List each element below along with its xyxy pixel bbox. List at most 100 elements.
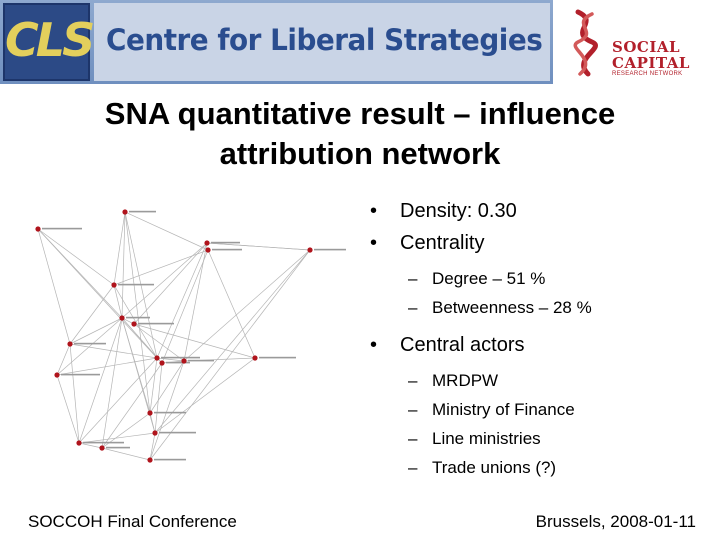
dash-marker: –: [408, 298, 418, 317]
network-edge: [101, 447, 151, 461]
network-edge: [161, 249, 209, 364]
bullet-centrality: • Centrality: [368, 230, 713, 262]
network-node-label: [154, 458, 186, 461]
network-node: [204, 240, 210, 246]
network-node: [131, 321, 137, 327]
network-edge: [154, 362, 163, 434]
network-node: [147, 410, 153, 416]
network-edge: [78, 357, 158, 444]
network-edge: [113, 284, 158, 359]
network-edge: [124, 211, 209, 251]
network-edge: [133, 242, 208, 325]
network-edge: [121, 317, 163, 364]
cls-logo: CLS: [3, 3, 95, 81]
bullet-text: Central actors: [400, 334, 525, 356]
network-node-label: [74, 342, 106, 345]
network-edge: [113, 284, 123, 319]
network-edge: [206, 242, 311, 251]
network-edge: [37, 228, 115, 286]
network-node: [159, 360, 165, 366]
network-node-label: [106, 446, 130, 449]
helix-emblem-icon: [573, 9, 598, 77]
bullet-marker: •: [370, 200, 378, 222]
network-node-label: [159, 431, 196, 434]
network-edge: [121, 317, 156, 434]
network-edge: [124, 211, 151, 414]
network-node-label: [138, 322, 174, 325]
network-edge: [69, 317, 123, 345]
network-edge: [149, 432, 156, 461]
network-node: [99, 445, 105, 451]
network-node: [252, 355, 258, 361]
network-node: [122, 209, 128, 215]
network-node-label: [161, 356, 200, 359]
sub-bullet-betweenness: – Betweenness – 28 %: [368, 297, 713, 326]
dash-marker: –: [408, 269, 418, 288]
dash-marker: –: [408, 400, 418, 419]
network-node-label: [42, 227, 82, 230]
dash-marker: –: [408, 371, 418, 390]
bullet-marker: •: [370, 232, 378, 254]
org-name: Centre for Liberal Strategies: [106, 23, 543, 57]
network-edge: [37, 228, 158, 359]
network-node: [181, 358, 187, 364]
cls-logo-text: CLS: [5, 13, 95, 67]
network-node-label: [126, 316, 150, 319]
bullet-text: Centrality: [400, 232, 485, 254]
network-edge: [37, 228, 71, 345]
network-edge: [69, 343, 158, 359]
network-node: [76, 440, 82, 446]
bullet-text: Density: 0.30: [400, 200, 517, 222]
network-node-label: [259, 356, 296, 359]
sub-bullet-degree: – Degree – 51 %: [368, 268, 713, 297]
network-edge: [154, 357, 256, 434]
network-node: [307, 247, 313, 253]
network-node-label: [211, 241, 240, 244]
partner-line2: CAPITAL: [612, 54, 690, 72]
sub-bullet-text: Degree – 51 %: [432, 269, 546, 288]
title-line-2: attribution network: [219, 136, 501, 171]
network-edge: [113, 249, 209, 286]
network-node-label: [118, 283, 154, 286]
slide-header: CLS Centre for Liberal Strategies SOCIAL…: [0, 0, 720, 86]
footer-conference: SOCCOH Final Conference: [28, 512, 237, 531]
network-edge: [149, 357, 158, 414]
network-edge: [56, 357, 158, 376]
slide-title: SNA quantitative result – influence attr…: [20, 94, 700, 174]
actor-text: Trade unions (?): [432, 458, 557, 477]
dash-marker: –: [408, 429, 418, 448]
network-node-label: [188, 359, 214, 362]
network-edge: [207, 249, 256, 359]
network-node-label: [212, 248, 242, 251]
network-edge: [56, 343, 71, 376]
network-edge: [69, 284, 115, 345]
network-edge: [149, 360, 185, 414]
network-edge: [69, 343, 80, 444]
partner-line1: SOCIAL: [612, 38, 681, 56]
network-edge: [121, 211, 126, 319]
network-node-label: [154, 411, 186, 414]
sub-bullet-text: Betweenness – 28 %: [432, 298, 592, 317]
bullet-list: • Density: 0.30 • Centrality – Degree – …: [368, 198, 713, 486]
partner-line3: RESEARCH NETWORK: [612, 71, 683, 77]
network-edge: [133, 323, 185, 362]
network-edge: [78, 432, 156, 444]
network-edge: [56, 317, 123, 376]
actor-text: Ministry of Finance: [432, 400, 575, 419]
network-node-label: [166, 361, 190, 364]
network-node-label: [83, 441, 124, 444]
org-name-box: Centre for Liberal Strategies: [94, 3, 550, 81]
footer-date: Brussels, 2008-01-11: [535, 512, 696, 531]
cls-banner: CLS Centre for Liberal Strategies: [0, 0, 553, 84]
actor-item: – Line ministries: [368, 428, 713, 457]
network-edge: [78, 317, 123, 444]
network-edge: [133, 323, 256, 359]
network-edge: [101, 317, 123, 449]
social-capital-logo: SOCIAL CAPITAL RESEARCH NETWORK: [566, 4, 706, 80]
actor-item: – MRDPW: [368, 370, 713, 399]
network-edge: [154, 249, 311, 434]
network-node: [152, 430, 158, 436]
network-node: [119, 315, 125, 321]
network-node: [147, 457, 153, 463]
title-line-1: SNA quantitative result – influence: [104, 96, 616, 131]
